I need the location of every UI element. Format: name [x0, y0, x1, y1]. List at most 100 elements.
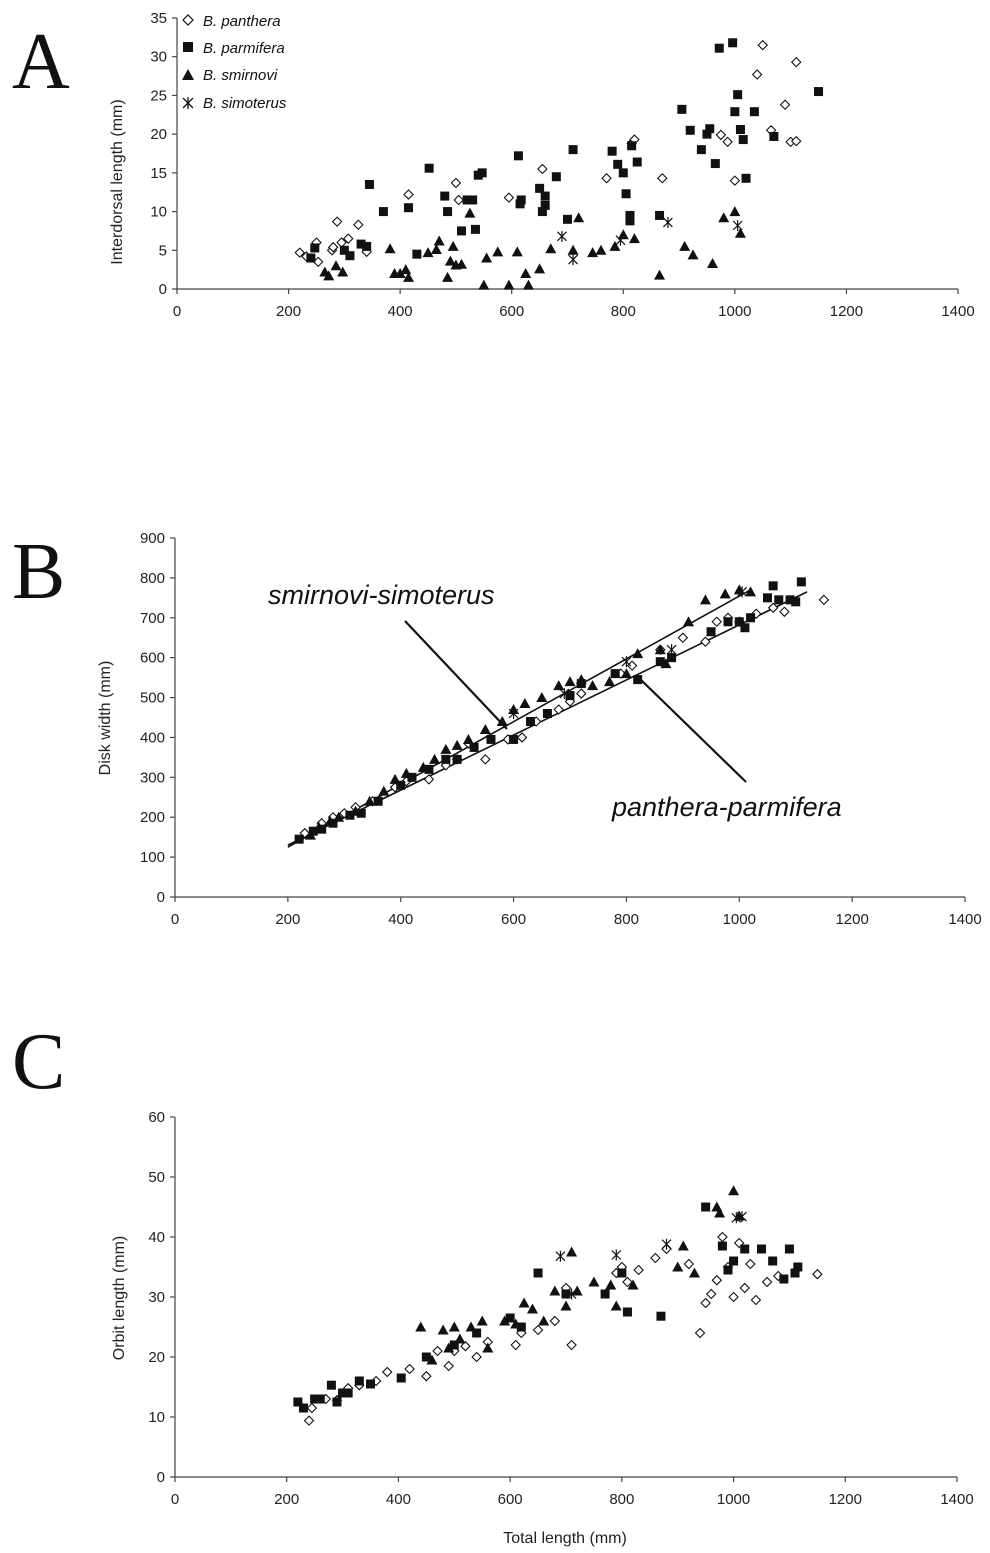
point-panthera [751, 69, 763, 80]
point-parmifera [366, 1379, 375, 1389]
x-tick-label: 800 [614, 911, 639, 928]
point-panthera [601, 172, 612, 184]
point-smirnovi [442, 271, 454, 282]
point-parmifera [790, 1268, 800, 1278]
point-parmifera [412, 249, 422, 259]
point-smirnovi [364, 795, 376, 806]
point-smirnovi [588, 1276, 600, 1287]
point-parmifera [345, 251, 355, 261]
point-parmifera [625, 210, 635, 220]
point-smirnovi [672, 1261, 684, 1272]
point-parmifera [763, 593, 772, 603]
legend-marker-panthera [182, 14, 194, 26]
x-tick-label: 200 [275, 911, 300, 928]
legend-label-parmifera: B. parmifera [203, 40, 285, 57]
x-tick-label: 1200 [830, 303, 863, 320]
point-panthera [516, 732, 528, 743]
point-parmifera [701, 1202, 711, 1212]
x-tick-label: 1400 [948, 911, 981, 928]
point-parmifera [710, 159, 720, 169]
point-simoterus [559, 688, 570, 700]
point-parmifera [702, 129, 712, 139]
point-smirnovi [403, 271, 415, 282]
point-panthera [553, 704, 564, 715]
point-smirnovi [699, 594, 711, 605]
point-smirnovi [627, 1279, 639, 1290]
point-parmifera [424, 764, 434, 774]
point-parmifera [791, 597, 801, 607]
point-simoterus [555, 1250, 566, 1262]
point-smirnovi [330, 260, 342, 271]
point-simoterus [737, 586, 748, 598]
point-parmifera [741, 173, 751, 183]
legend-label-smirnovi: B. smirnovi [203, 67, 278, 84]
point-parmifera [326, 1380, 336, 1390]
point-smirnovi [394, 268, 406, 279]
point-parmifera [332, 1397, 342, 1407]
x-tick-label: 1400 [941, 303, 974, 320]
point-panthera [460, 1340, 471, 1352]
point-parmifera [735, 124, 745, 134]
point-parmifera [793, 1262, 803, 1272]
x-tick-label: 600 [499, 303, 524, 320]
legend-marker-smirnovi [182, 69, 194, 80]
annotation-smirnovi-simoterus: smirnovi-simoterus [268, 580, 495, 610]
legend-marker-parmifera [183, 42, 193, 52]
point-smirnovi [337, 266, 349, 277]
point-smirnovi [510, 1318, 522, 1329]
x-tick-label: 400 [388, 911, 413, 928]
panel-a-legend: B. panthera B. parmifera B. smirnovi B. … [182, 13, 287, 112]
point-parmifera [343, 1388, 353, 1398]
point-parmifera [784, 1244, 794, 1254]
fit-line-smirnovi-simoterus [287, 589, 751, 848]
point-simoterus [662, 216, 673, 228]
point-smirnovi [677, 1240, 689, 1251]
point-panthera [739, 1282, 751, 1294]
point-parmifera [768, 581, 778, 591]
point-panthera [767, 602, 779, 614]
point-panthera [711, 1274, 723, 1286]
point-parmifera [452, 754, 462, 764]
point-panthera [443, 1360, 454, 1372]
point-parmifera [293, 1397, 303, 1407]
point-smirnovi [729, 206, 741, 217]
point-parmifera [733, 90, 743, 100]
point-parmifera [814, 87, 824, 97]
point-smirnovi [492, 246, 504, 257]
point-panthera [779, 606, 790, 618]
panel-a-letter: A [12, 18, 70, 106]
point-panthera [633, 1264, 644, 1276]
point-parmifera [537, 207, 547, 217]
x-tick-label: 800 [611, 303, 636, 320]
y-tick-label: 700 [140, 610, 165, 627]
point-parmifera [621, 189, 631, 199]
point-panthera [537, 163, 548, 175]
point-panthera [657, 172, 668, 184]
point-panthera [626, 660, 638, 671]
x-tick-label: 600 [501, 911, 526, 928]
x-tick-label: 600 [498, 1491, 523, 1508]
point-parmifera [364, 179, 374, 189]
y-tick-label: 400 [140, 729, 165, 746]
point-smirnovi [609, 240, 621, 251]
panel-c-marks [293, 1185, 823, 1426]
point-smirnovi [595, 244, 607, 255]
point-parmifera [396, 1373, 406, 1383]
point-smirnovi [518, 1297, 530, 1308]
point-panthera [779, 99, 791, 110]
point-parmifera [308, 826, 318, 836]
point-smirnovi [400, 264, 412, 275]
point-smirnovi [566, 1246, 578, 1257]
panel-b: B Disk width (mm) 0 200 400 600 800 1000 1200 1… [12, 528, 982, 928]
point-smirnovi [688, 1267, 700, 1278]
point-smirnovi [745, 586, 757, 597]
x-tick-label: 1200 [829, 1491, 862, 1508]
point-parmifera [310, 1394, 320, 1404]
point-smirnovi [415, 1321, 427, 1332]
point-parmifera [785, 595, 795, 605]
y-tick-label: 10 [148, 1409, 165, 1426]
point-panthera [750, 608, 762, 620]
point-smirnovi [632, 648, 644, 659]
point-smirnovi [479, 723, 491, 734]
point-panthera [650, 1252, 661, 1264]
